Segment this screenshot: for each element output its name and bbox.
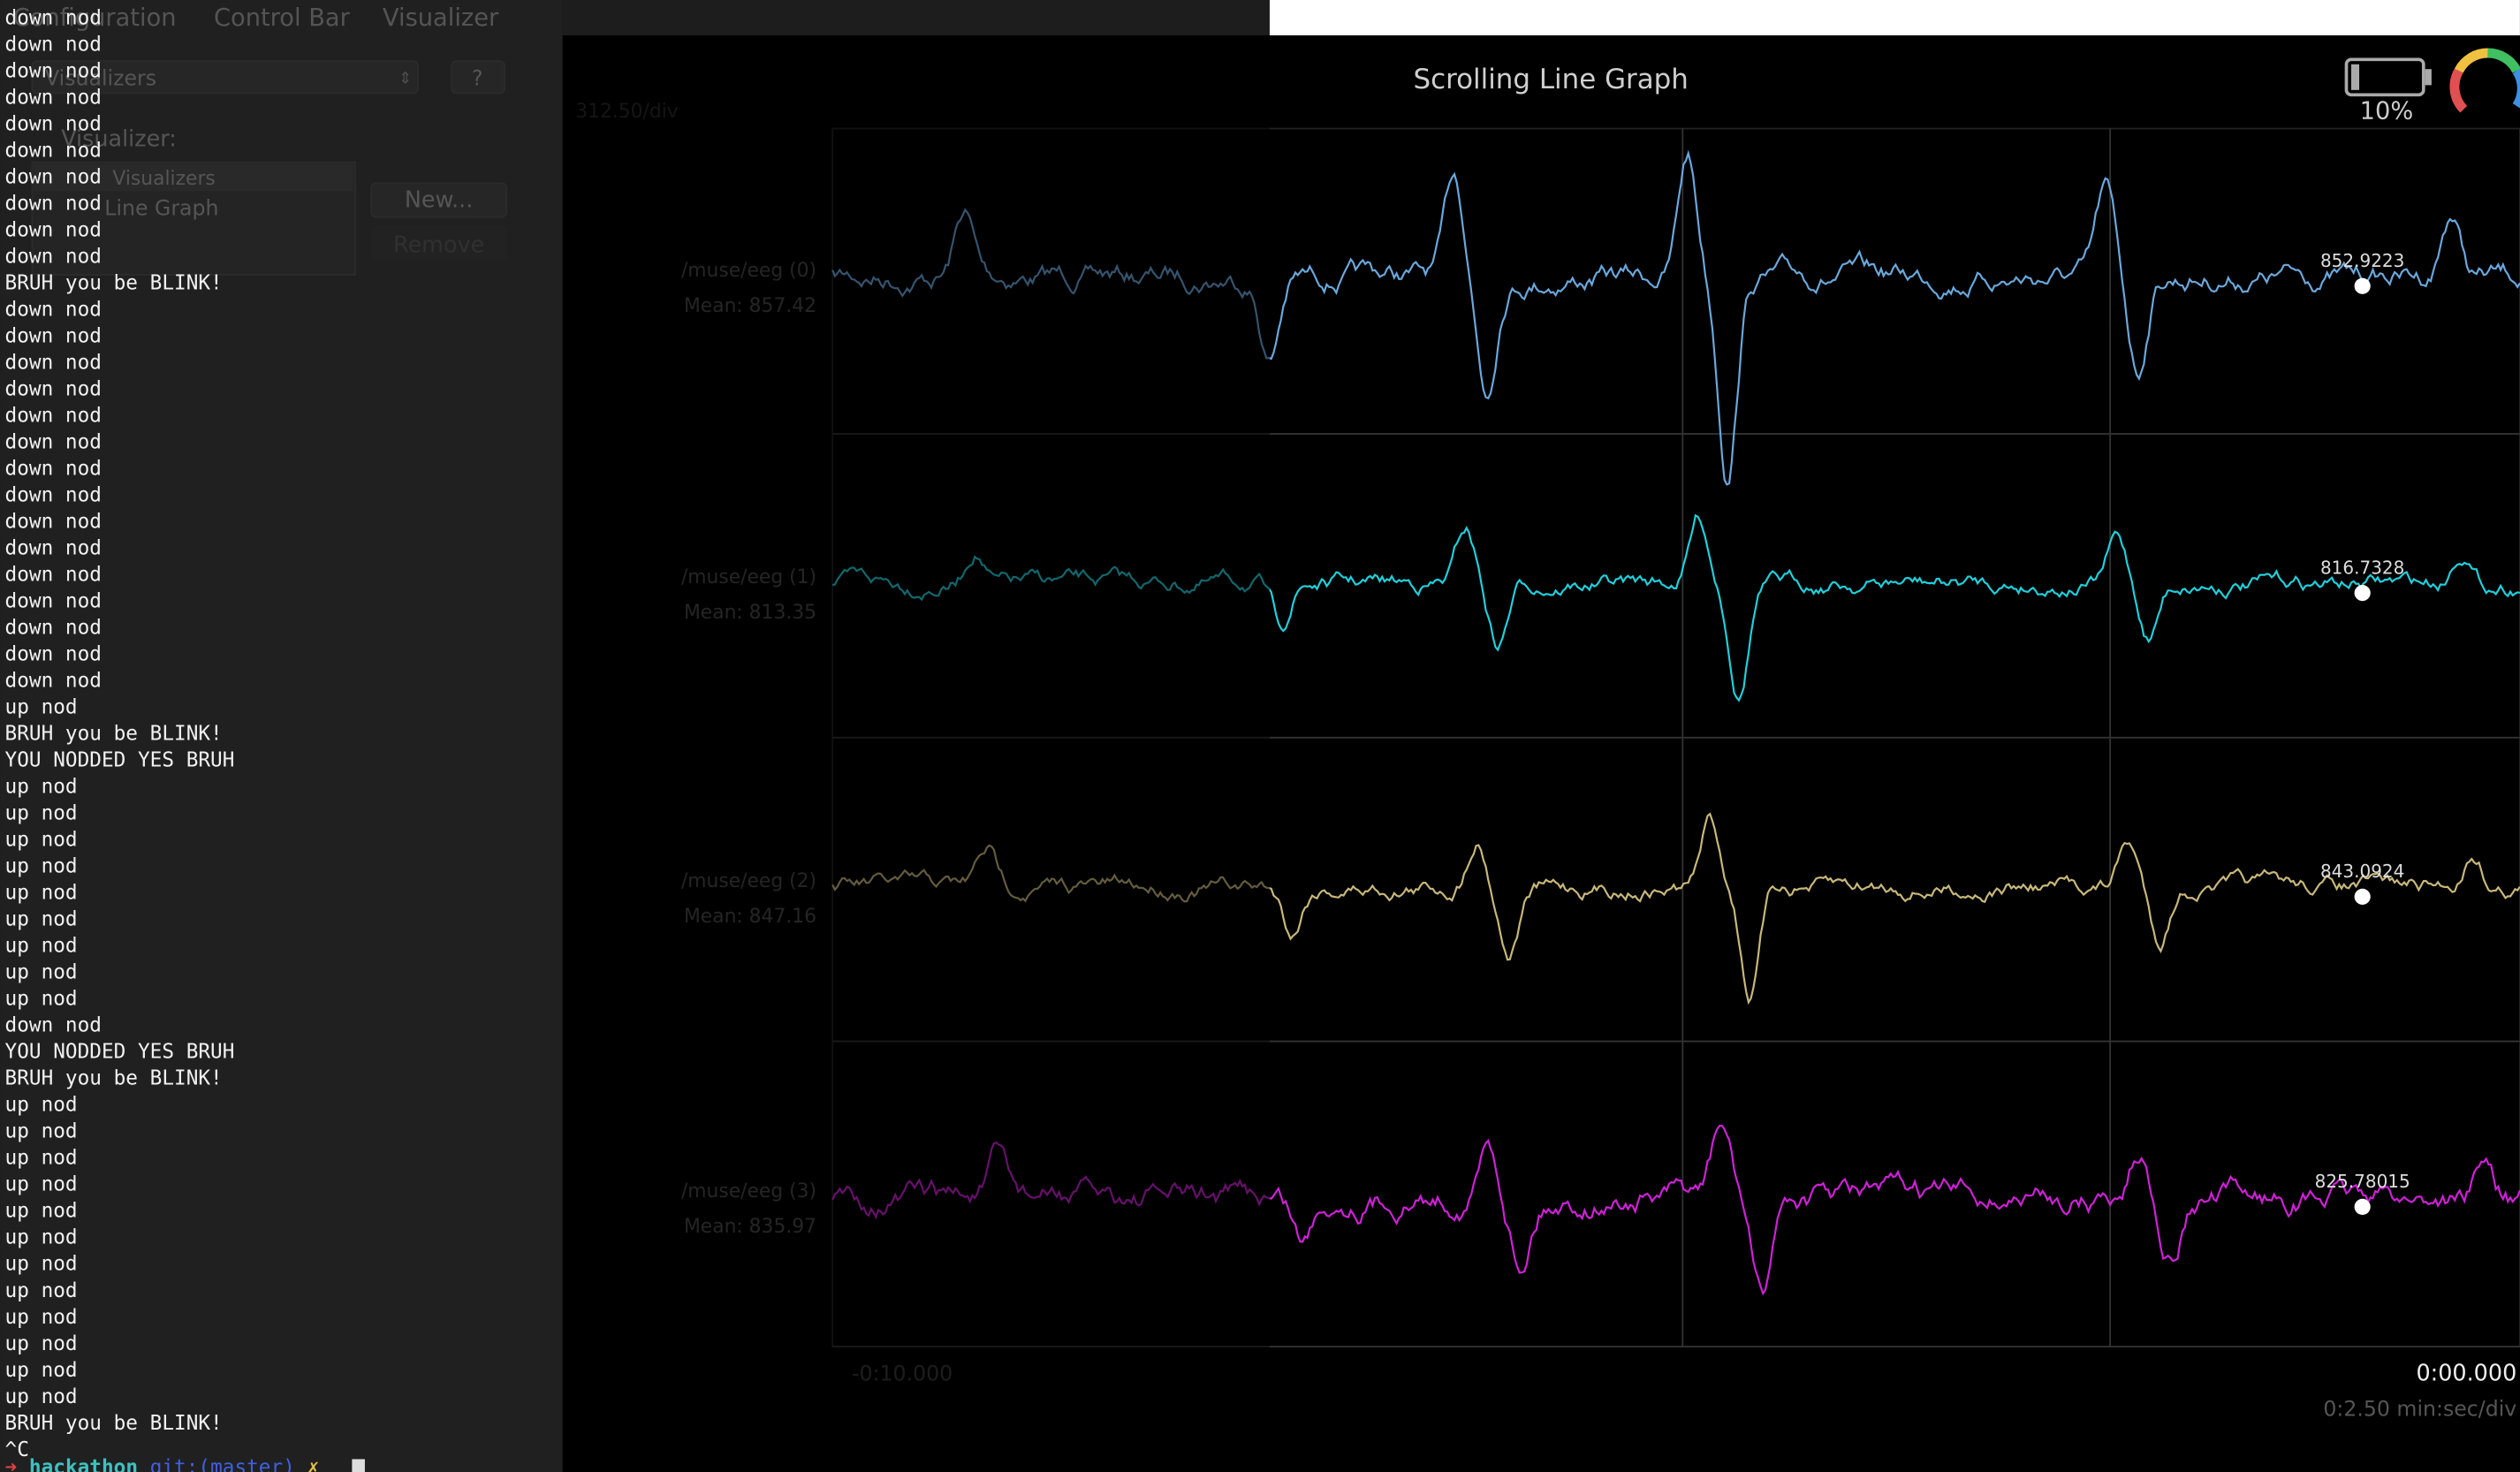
terminal-line: up nod xyxy=(5,1200,78,1223)
terminal-line: down nod xyxy=(5,245,102,268)
terminal-line: up nod xyxy=(5,882,78,905)
terminal-line: up nod xyxy=(5,908,78,931)
terminal-line: up nod xyxy=(5,1094,78,1117)
headband-icon xyxy=(2449,48,2520,113)
terminal-line: down nod xyxy=(5,457,102,480)
terminal-line: down nod xyxy=(5,510,102,533)
cursor xyxy=(352,1459,365,1472)
terminal-line: down nod xyxy=(5,298,102,321)
terminal-line: down nod xyxy=(5,617,102,640)
terminal-line: down nod xyxy=(5,218,102,241)
current-value: 825.78015 xyxy=(2315,1171,2410,1192)
terminal-line: up nod xyxy=(5,1306,78,1329)
graph-title: Scrolling Line Graph xyxy=(1414,64,1689,95)
battery-tip xyxy=(2425,69,2432,86)
terminal-line: up nod xyxy=(5,1385,78,1408)
terminal-line: down nod xyxy=(5,377,102,400)
terminal-line: down nod xyxy=(5,1014,102,1037)
terminal-line: down nod xyxy=(5,59,102,82)
x-end: 0:00.000 xyxy=(2416,1360,2516,1386)
terminal-line: down nod xyxy=(5,112,102,135)
terminal-line: up nod xyxy=(5,1359,78,1382)
terminal-line: up nod xyxy=(5,829,78,852)
terminal-line: YOU NODDED YES BRUH xyxy=(5,749,235,772)
terminal-window xyxy=(0,0,1270,1472)
terminal-line: BRUH you be BLINK! xyxy=(5,723,223,746)
terminal-shade xyxy=(0,0,563,1472)
prompt-arrow: ➜ xyxy=(5,1456,18,1472)
terminal-line: down nod xyxy=(5,6,102,29)
prompt-git: git:(master) xyxy=(150,1456,295,1472)
terminal-line: down nod xyxy=(5,86,102,109)
terminal-line: up nod xyxy=(5,988,78,1011)
terminal-line: down nod xyxy=(5,33,102,56)
terminal-line: down nod xyxy=(5,404,102,427)
terminal-line: down nod xyxy=(5,351,102,374)
icon-arc xyxy=(2487,48,2520,73)
x-scale: 0:2.50 min:sec/div xyxy=(2323,1396,2516,1421)
terminal-line: up nod xyxy=(5,1253,78,1276)
terminal-line: down nod xyxy=(5,165,102,188)
icon-arc xyxy=(2512,68,2520,109)
terminal-line: down nod xyxy=(5,563,102,586)
terminal-line: up nod xyxy=(5,1332,78,1355)
terminal-line: up nod xyxy=(5,1173,78,1196)
terminal-line: BRUH you be BLINK! xyxy=(5,271,223,294)
prompt-dir: hackathon xyxy=(29,1456,138,1472)
terminal-line: up nod xyxy=(5,961,78,984)
terminal-line: up nod xyxy=(5,776,78,799)
terminal-line: up nod xyxy=(5,802,78,825)
terminal-line: BRUH you be BLINK! xyxy=(5,1067,223,1090)
terminal-line: up nod xyxy=(5,1147,78,1170)
battery-level xyxy=(2350,64,2360,90)
icon-arc xyxy=(2454,48,2488,73)
terminal-line: down nod xyxy=(5,670,102,693)
icon-arc xyxy=(2449,68,2468,113)
terminal-line: up nod xyxy=(5,1226,78,1249)
terminal-line: down nod xyxy=(5,139,102,162)
other-window xyxy=(1269,0,2520,36)
terminal-line: up nod xyxy=(5,935,78,958)
terminal-line: down nod xyxy=(5,324,102,347)
battery-label: 10% xyxy=(2360,98,2414,125)
terminal-line: down nod xyxy=(5,483,102,506)
terminal-line: down nod xyxy=(5,536,102,559)
terminal-line: ^C xyxy=(5,1438,29,1461)
terminal-line: down nod xyxy=(5,589,102,612)
current-value: 843.0924 xyxy=(2320,861,2404,882)
battery-icon xyxy=(2344,57,2425,97)
terminal-line: YOU NODDED YES BRUH xyxy=(5,1041,235,1064)
current-dot xyxy=(2354,888,2371,905)
prompt: ➜ hackathon git:(master) ✗ xyxy=(5,1456,320,1472)
current-dot xyxy=(2354,277,2371,294)
terminal-line: up nod xyxy=(5,855,78,878)
terminal-line: down nod xyxy=(5,430,102,453)
terminal-line: up nod xyxy=(5,1279,78,1302)
current-value: 852.9223 xyxy=(2320,250,2404,271)
prompt-mark: ✗ xyxy=(307,1456,320,1472)
terminal-line: down nod xyxy=(5,643,102,666)
terminal-output: down nod down nod down nod down nod down nod… xyxy=(5,6,235,1461)
current-value: 816.7328 xyxy=(2320,557,2404,578)
terminal-line: down nod xyxy=(5,192,102,215)
current-dot xyxy=(2354,1198,2371,1215)
current-dot xyxy=(2354,585,2371,602)
terminal-line: BRUH you be BLINK! xyxy=(5,1412,223,1435)
terminal-line: up nod xyxy=(5,1120,78,1143)
terminal-line: up nod xyxy=(5,696,78,719)
